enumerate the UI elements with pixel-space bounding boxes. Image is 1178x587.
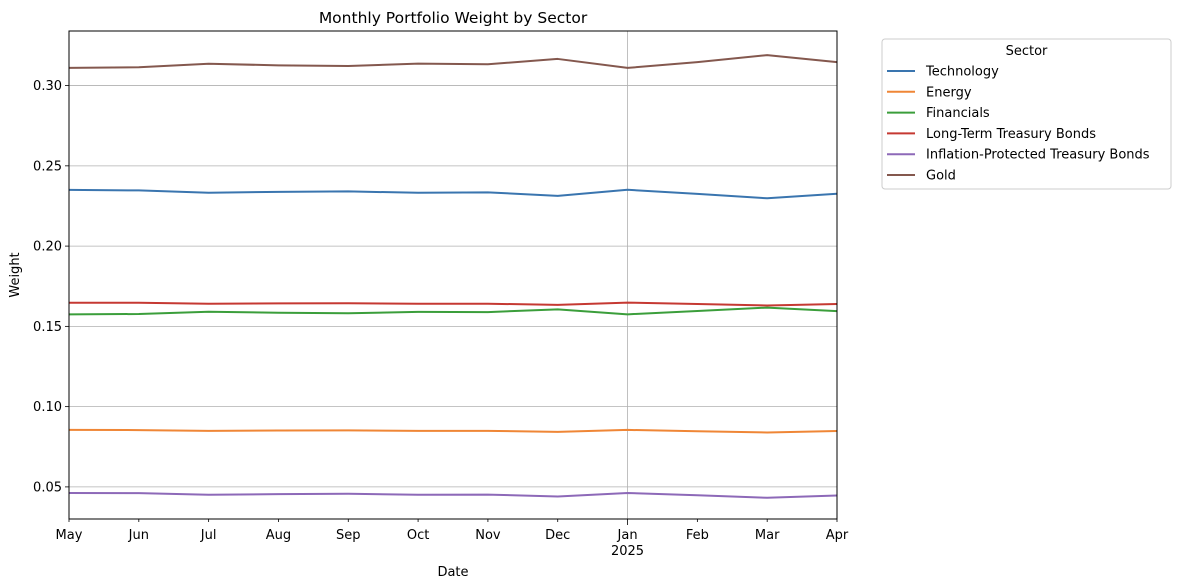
grid — [69, 31, 837, 519]
y-tick-label: 0.20 — [33, 240, 62, 255]
x-tick-label: May — [56, 528, 83, 543]
legend-label: Gold — [926, 169, 956, 184]
x-tick-label: Feb — [686, 528, 709, 543]
x-tick-label: Jun — [128, 528, 149, 543]
series-line-energy — [68, 428, 838, 434]
x-tick-label: Dec — [545, 528, 570, 543]
legend-title: Sector — [1006, 44, 1048, 59]
legend: Sector Technology Energy Financials Long-Ter… — [881, 38, 1172, 190]
x-tick-label: Sep — [336, 528, 361, 543]
y-tick-label: 0.25 — [33, 159, 62, 174]
y-axis: 0.05 0.10 0.15 0.20 0.25 0.30 — [33, 79, 69, 495]
legend-label: Technology — [925, 65, 999, 80]
x-tick-label: Jan — [617, 528, 638, 543]
y-tick-label: 0.10 — [33, 400, 62, 415]
series-line-financials — [68, 306, 838, 316]
series-lines — [68, 54, 838, 499]
x-tick-label: Mar — [755, 528, 780, 543]
legend-box — [881, 38, 1172, 190]
legend-label: Financials — [926, 106, 990, 121]
series-line-gold — [68, 54, 838, 69]
y-tick-label: 0.30 — [33, 79, 62, 94]
y-tick-label: 0.15 — [33, 320, 62, 335]
series-line-inflation-protected-treasury-bonds — [68, 491, 838, 499]
chart-title: Monthly Portfolio Weight by Sector — [319, 9, 588, 27]
y-tick-label: 0.05 — [33, 480, 62, 495]
legend-label: Energy — [926, 85, 972, 100]
x-tick-label: Oct — [407, 528, 429, 543]
legend-label: Inflation-Protected Treasury Bonds — [926, 148, 1150, 163]
y-axis-label: Weight — [8, 252, 23, 297]
x-tick-label: Apr — [826, 528, 849, 543]
plot-frame — [68, 30, 838, 520]
x-year-label: 2025 — [611, 544, 644, 559]
legend-label: Long-Term Treasury Bonds — [926, 127, 1096, 142]
x-axis-label: Date — [437, 565, 468, 580]
series-line-technology — [68, 188, 838, 200]
x-tick-label: Jul — [200, 528, 217, 543]
x-tick-label: Nov — [475, 528, 501, 543]
x-tick-label: Aug — [266, 528, 291, 543]
series-line-long-term-treasury-bonds — [69, 301, 838, 307]
